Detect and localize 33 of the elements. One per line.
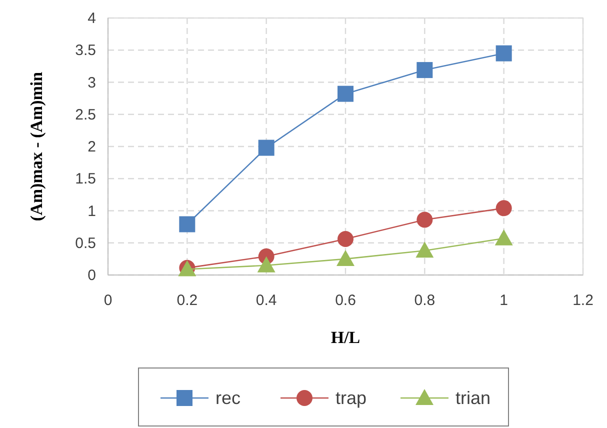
- point: [416, 212, 433, 228]
- point: [416, 242, 434, 258]
- y-tick-label: 2: [88, 138, 96, 156]
- x-tick-label: 1.2: [572, 292, 594, 309]
- x-tick-label: 0: [104, 292, 112, 309]
- point: [258, 140, 274, 156]
- y-tick-label: 1.5: [75, 170, 96, 188]
- point: [338, 86, 354, 102]
- point: [496, 45, 512, 62]
- point: [494, 229, 513, 246]
- y-tick-label: 3: [88, 74, 96, 92]
- legend-label: trian: [456, 388, 491, 408]
- point: [416, 62, 433, 78]
- y-tick-label: 3.5: [75, 42, 96, 60]
- point: [179, 216, 196, 232]
- y-tick-label: 0: [88, 267, 96, 284]
- y-axis-title: (Am)max - (Am)min: [27, 71, 46, 222]
- x-tick-label: 0.4: [256, 292, 277, 309]
- point: [336, 250, 354, 266]
- y-tick-label: 0.5: [75, 234, 96, 252]
- point: [496, 200, 512, 216]
- legend-label: rec: [216, 388, 241, 408]
- point: [257, 256, 276, 272]
- x-axis-title: H/L: [330, 328, 360, 347]
- legend-label: trap: [336, 388, 367, 408]
- x-tick-label: 1: [500, 292, 508, 309]
- point: [338, 231, 354, 248]
- x-tick-label: 0.8: [414, 292, 436, 309]
- x-tick-label: 0.6: [335, 292, 356, 309]
- y-tick-label: 1: [88, 202, 96, 220]
- y-tick-label: 2.5: [75, 106, 96, 124]
- y-tick-label: 4: [88, 10, 96, 27]
- x-tick-label: 0.2: [176, 292, 198, 309]
